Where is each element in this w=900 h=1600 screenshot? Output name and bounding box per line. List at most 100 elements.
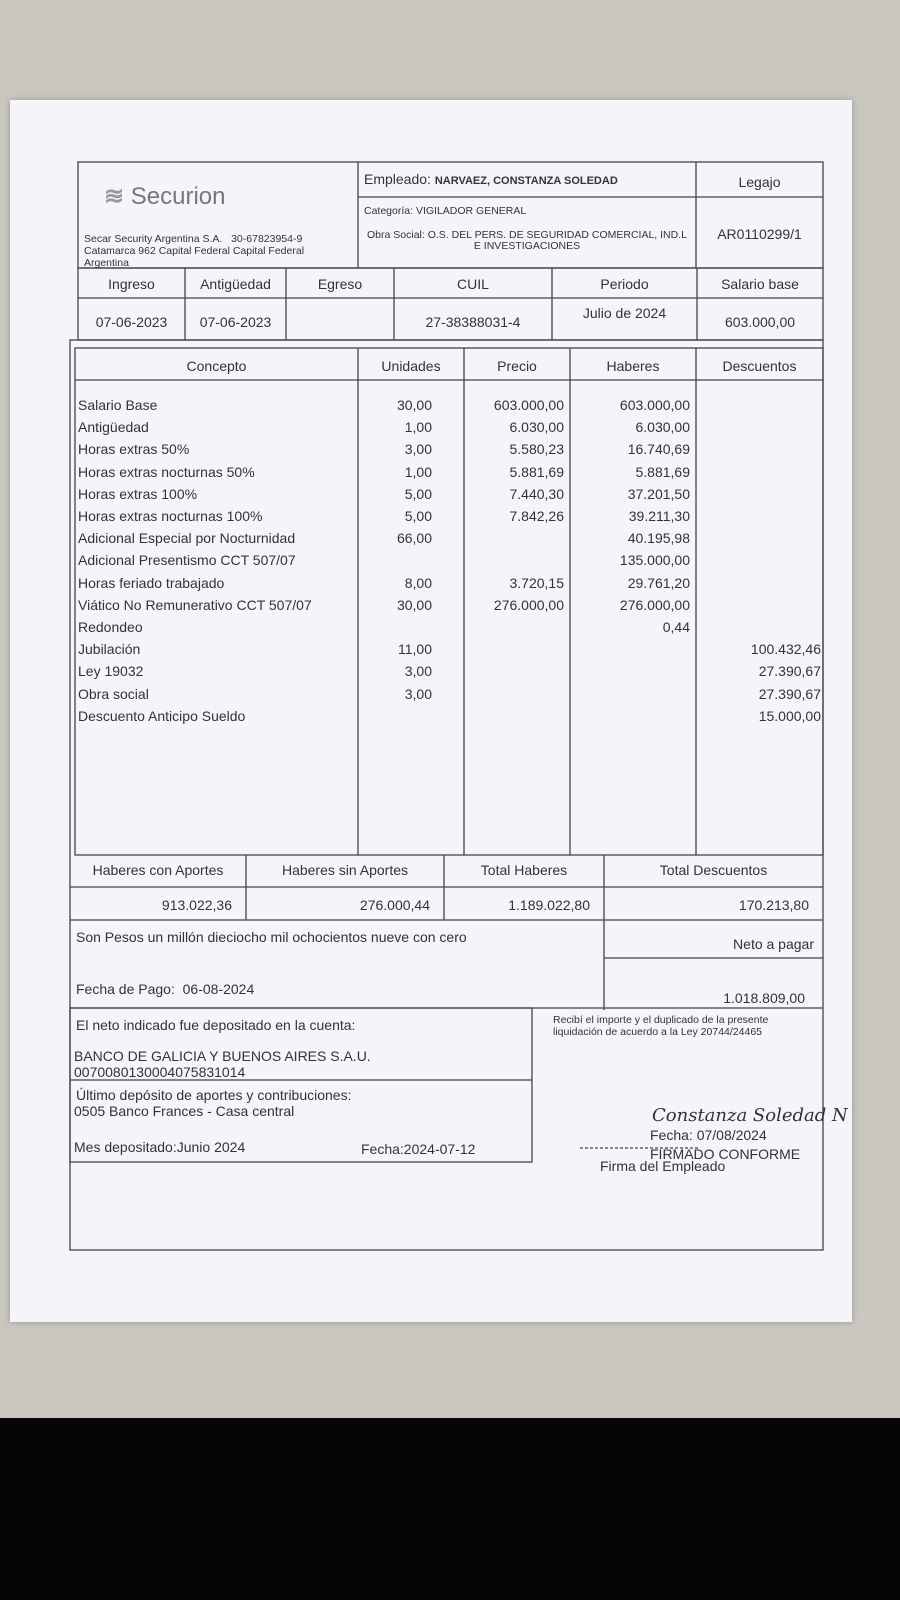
concept: Obra social <box>78 685 149 702</box>
category: Categoría: VIGILADOR GENERAL <box>364 205 527 217</box>
signature-date: Fecha: 07/08/2024 <box>650 1127 767 1143</box>
info-value: 27-38388031-4 <box>425 314 521 330</box>
concept: Antigüedad <box>78 419 149 436</box>
concept: Horas extras 100% <box>78 485 198 502</box>
amount: 1,00 <box>404 419 432 436</box>
items-box <box>74 347 824 856</box>
total-header: Haberes sin Aportes <box>281 862 409 878</box>
employee-label: Empleado: <box>364 171 431 187</box>
amount: 5.580,23 <box>509 441 565 458</box>
logo-icon: ≋ <box>104 183 131 210</box>
payment-date-value: 06-08-2024 <box>182 981 255 997</box>
logo: ≋ Securion <box>104 184 226 210</box>
health-insurance: Obra Social: O.S. DEL PERS. DE SEGURIDAD… <box>367 229 687 252</box>
info-header: Salario base <box>721 276 799 292</box>
amount: 276.000,00 <box>619 596 690 613</box>
amount: 15.000,00 <box>758 707 821 724</box>
paper <box>10 100 852 1322</box>
company-name: Secar Security Argentina S.A. <box>84 233 223 245</box>
amount: 1,00 <box>404 463 432 480</box>
amount: 276.000,00 <box>493 596 564 613</box>
background <box>0 1418 900 1600</box>
column-header: Unidades <box>381 358 441 374</box>
amount: 3.720,15 <box>509 574 565 591</box>
concept: Viático No Remunerativo CCT 507/07 <box>78 596 312 613</box>
net-value: 1.018.809,00 <box>723 990 805 1006</box>
concept: Salario Base <box>78 397 158 413</box>
amount: 3,00 <box>404 685 432 702</box>
file-label: Legajo <box>738 174 781 190</box>
logo-text: Securion <box>130 183 226 210</box>
concept: Redondeo <box>78 619 143 635</box>
amount: 5,00 <box>404 485 432 502</box>
amount: 5.881,69 <box>509 463 565 480</box>
total-value: 1.189.022,80 <box>508 897 590 913</box>
amount: 5.881,69 <box>635 463 691 480</box>
column-header: Descuentos <box>722 358 797 374</box>
company-address: Catamarca 962 Capital Federal Capital Fe… <box>84 245 305 257</box>
amount: 100.432,46 <box>750 641 821 658</box>
info-value: Julio de 2024 <box>582 305 667 321</box>
total-header: Total Descuentos <box>659 862 768 878</box>
signed-stamp: FIRMADO CONFORME <box>650 1146 801 1162</box>
total-header: Haberes con Aportes <box>92 862 224 878</box>
contributions-label: Último depósito de aportes y contribucio… <box>76 1087 352 1103</box>
amount-in-words: Son Pesos un millón dieciocho mil ochoci… <box>76 929 467 945</box>
total-header: Total Haberes <box>480 862 568 878</box>
amount: 27.390,67 <box>758 685 821 702</box>
amount: 3,00 <box>404 441 432 458</box>
payment-date: Fecha de Pago: 06-08-2024 <box>76 981 254 997</box>
contributions-bank: 0505 Banco Frances - Casa central <box>74 1103 295 1119</box>
amount: 5,00 <box>404 508 432 524</box>
company-cuit: 30-67823954-9 <box>231 233 303 245</box>
info-header: Antigüedad <box>200 276 271 292</box>
employee: Empleado: NARVAEZ, CONSTANZA SOLEDAD <box>364 171 618 189</box>
receipt-text: liquidación de acuerdo a la Ley 20744/24… <box>553 1026 763 1038</box>
signature: Constanza Soledad N <box>652 1106 848 1126</box>
company-country: Argentina <box>84 257 129 269</box>
amount: 603.000,00 <box>619 397 690 413</box>
concept: Jubilación <box>78 641 141 658</box>
info-value: 07-06-2023 <box>199 314 272 330</box>
amount: 37.201,50 <box>627 485 690 502</box>
company: Secar Security Argentina S.A. 30-6782395… <box>84 234 302 245</box>
payment-date-label: Fecha de Pago: <box>76 981 175 997</box>
total-value: 170.213,80 <box>738 897 809 913</box>
deposit-date: Fecha:2024-07-12 <box>361 1141 476 1157</box>
amount: 8,00 <box>404 574 432 591</box>
net-label: Neto a pagar <box>733 936 814 952</box>
amount: 6.030,00 <box>635 419 691 436</box>
signature-label: Firma del Empleado <box>600 1158 726 1174</box>
info-header: Ingreso <box>108 276 155 292</box>
amount: 7.842,26 <box>509 508 565 524</box>
receipt-text: Recibí el importe y el duplicado de la p… <box>553 1014 769 1026</box>
total-value: 913.022,36 <box>161 897 232 913</box>
deposit-box <box>69 1007 533 1163</box>
file-number: AR0110299/1 <box>717 226 802 242</box>
amount: 11,00 <box>398 641 432 658</box>
column-header: Concepto <box>186 358 247 374</box>
column-header: Precio <box>497 358 537 374</box>
amount: 39.211,30 <box>628 508 690 524</box>
deposit-bank: BANCO DE GALICIA Y BUENOS AIRES S.A.U. <box>74 1048 371 1064</box>
amount: 30,00 <box>396 596 432 613</box>
amount: 66,00 <box>396 530 432 547</box>
info-value: 07-06-2023 <box>95 314 168 330</box>
amount: 3,00 <box>404 663 432 680</box>
amount: 27.390,67 <box>758 663 821 680</box>
amount: 16.740,69 <box>627 441 690 458</box>
amount: 0,44 <box>662 619 690 635</box>
amount: 30,00 <box>396 397 432 413</box>
concept: Horas feriado trabajado <box>78 574 225 591</box>
amount: 6.030,00 <box>509 419 565 436</box>
deposit-account: 0070080130004075831014 <box>74 1064 246 1080</box>
concept: Adicional Presentismo CCT 507/07 <box>78 552 296 569</box>
concept: Horas extras 50% <box>78 441 190 458</box>
amount: 135.000,00 <box>619 552 690 569</box>
concept: Horas extras nocturnas 50% <box>78 463 255 480</box>
amount: 29.761,20 <box>627 574 690 591</box>
info-value: 603.000,00 <box>724 314 796 330</box>
amount: 40.195,98 <box>627 530 690 547</box>
column-header: Haberes <box>606 358 660 374</box>
